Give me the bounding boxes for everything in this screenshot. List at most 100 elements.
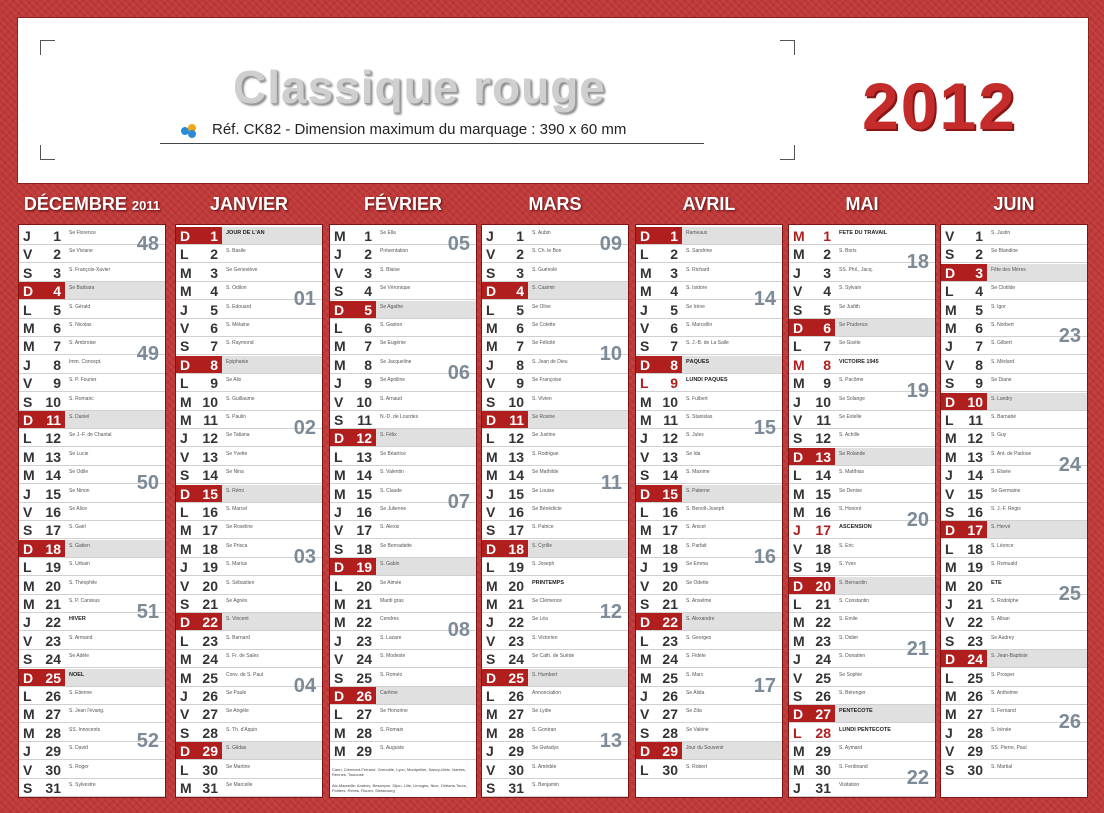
- day-row: L 9 LUNDI PÂQUES: [636, 374, 782, 393]
- row-divider: [482, 446, 628, 448]
- week-number: 02: [293, 417, 316, 439]
- saint-name: S. Roger: [69, 763, 89, 770]
- weekday-letter: V: [486, 761, 496, 778]
- day-row: J 3 SS. Phil., Jacq.: [789, 264, 935, 282]
- day-row: M 18 S. Parfait: [636, 540, 782, 558]
- weekday-letter: S: [486, 264, 496, 281]
- day-row: M 26 S. Anthelme: [941, 687, 1087, 705]
- saint-name: S. Gérald: [69, 303, 91, 310]
- day-row: S 24 Se Cath. de Suède: [482, 650, 628, 669]
- day-number: 12: [508, 430, 524, 447]
- weekday-letter: V: [180, 706, 190, 723]
- row-divider: [941, 777, 1087, 779]
- day-number: 10: [662, 393, 678, 410]
- row-divider: [789, 464, 935, 466]
- row-divider: [941, 759, 1087, 761]
- day-row: M 14 S. Valentin: [330, 466, 476, 485]
- row-divider: [789, 704, 935, 705]
- weekday-letter: V: [486, 246, 496, 263]
- day-number: 27: [202, 706, 218, 723]
- saint-name: S. Rodrigue: [532, 450, 559, 457]
- saint-name: S. Didier: [839, 634, 859, 641]
- sunday-badge: [482, 539, 528, 558]
- day-number: 26: [967, 688, 983, 704]
- row-divider: [789, 685, 935, 687]
- day-number: 2: [516, 246, 524, 263]
- weekday-letter: M: [793, 743, 805, 760]
- sunday-badge: [636, 742, 682, 761]
- saint-name: Se Blandine: [991, 248, 1018, 255]
- day-number: 24: [815, 651, 831, 668]
- weekday-letter: M: [486, 320, 498, 336]
- weekday-letter: D: [180, 485, 191, 502]
- saint-name: Se Audrey: [991, 634, 1015, 641]
- saint-name: S. Édouard: [226, 303, 252, 310]
- day-row: M 10 S. Guillaume: [176, 393, 322, 411]
- day-number: 14: [202, 467, 218, 484]
- day-row: M 15 Se Denise: [789, 485, 935, 503]
- day-row: D 6 Se Prudence: [789, 319, 935, 337]
- day-number: 26: [815, 688, 831, 704]
- day-number: 20: [815, 577, 831, 594]
- weekday-letter: D: [180, 614, 191, 631]
- day-row: L 27 Se Honorine: [330, 705, 476, 724]
- sunday-badge: [176, 613, 222, 632]
- day-row: V 9 Se Françoise: [482, 374, 628, 393]
- day-number: 30: [45, 761, 61, 778]
- day-number: 3: [364, 264, 372, 281]
- day-number: 28: [815, 724, 831, 741]
- day-row: J 19 S. Marius: [176, 558, 322, 577]
- day-row: L 26 Annonciation: [482, 687, 628, 705]
- day-row: S 5 Se Judith: [789, 301, 935, 319]
- day-number: 15: [815, 485, 831, 502]
- weekday-letter: J: [180, 430, 188, 447]
- day-number: 5: [364, 301, 372, 318]
- saint-name: Se Estelle: [839, 414, 862, 420]
- day-row: J 15 Se Ninon: [19, 485, 165, 503]
- week-number: 13: [599, 729, 622, 752]
- saint-name: SS. Innocents: [69, 726, 101, 733]
- row-divider: [482, 630, 628, 632]
- day-number: 12: [356, 430, 372, 447]
- saint-name: Se Prudence: [839, 322, 868, 328]
- day-row: V 23 S. Victorien: [482, 632, 628, 650]
- week-number: 07: [447, 490, 470, 513]
- day-number: 17: [202, 522, 218, 539]
- day-number: 22: [662, 614, 678, 631]
- weekday-letter: D: [486, 412, 497, 428]
- saint-name: S. Gaston: [380, 322, 403, 328]
- day-row: S 17 S. Gaël: [19, 521, 165, 540]
- day-number: 21: [662, 596, 678, 612]
- saint-name: S. Bérenger: [839, 690, 866, 696]
- saint-name: SS. Phil., Jacq.: [839, 266, 873, 273]
- weekday-letter: M: [334, 338, 346, 355]
- saint-name: Se Léa: [532, 616, 548, 623]
- weekday-letter: V: [793, 283, 803, 300]
- row-divider: [941, 612, 1087, 613]
- weekday-letter: M: [180, 522, 192, 539]
- row-divider: [176, 354, 322, 356]
- saint-name: S. Justin: [991, 230, 1011, 236]
- day-number: 25: [45, 669, 61, 686]
- row-divider: [176, 612, 322, 613]
- weekday-letter: M: [334, 596, 346, 612]
- day-number: 15: [45, 485, 61, 502]
- saint-name: Se Marcelle: [226, 782, 253, 788]
- row-divider: [330, 372, 476, 374]
- weekday-letter: J: [334, 504, 342, 520]
- sunday-badge: [636, 484, 682, 503]
- saint-name: Se Odette: [686, 579, 709, 586]
- saint-name: Fête des Mères: [991, 266, 1026, 273]
- weekday-letter: S: [945, 504, 955, 520]
- month-column: V 1 S. Justin S 2 Se Blandine D 3 Fête des Mères…: [940, 224, 1088, 798]
- day-number: 20: [662, 577, 678, 594]
- row-divider: [941, 446, 1087, 448]
- weekday-letter: M: [334, 485, 346, 502]
- weekday-letter: V: [793, 669, 803, 686]
- saint-name: S. Basile: [226, 248, 246, 255]
- day-number: 27: [662, 706, 678, 723]
- saint-name: S. Isidore: [686, 285, 708, 292]
- saint-name: S. Rodolphe: [991, 598, 1019, 604]
- sunday-badge: [941, 263, 987, 282]
- row-divider: [176, 704, 322, 705]
